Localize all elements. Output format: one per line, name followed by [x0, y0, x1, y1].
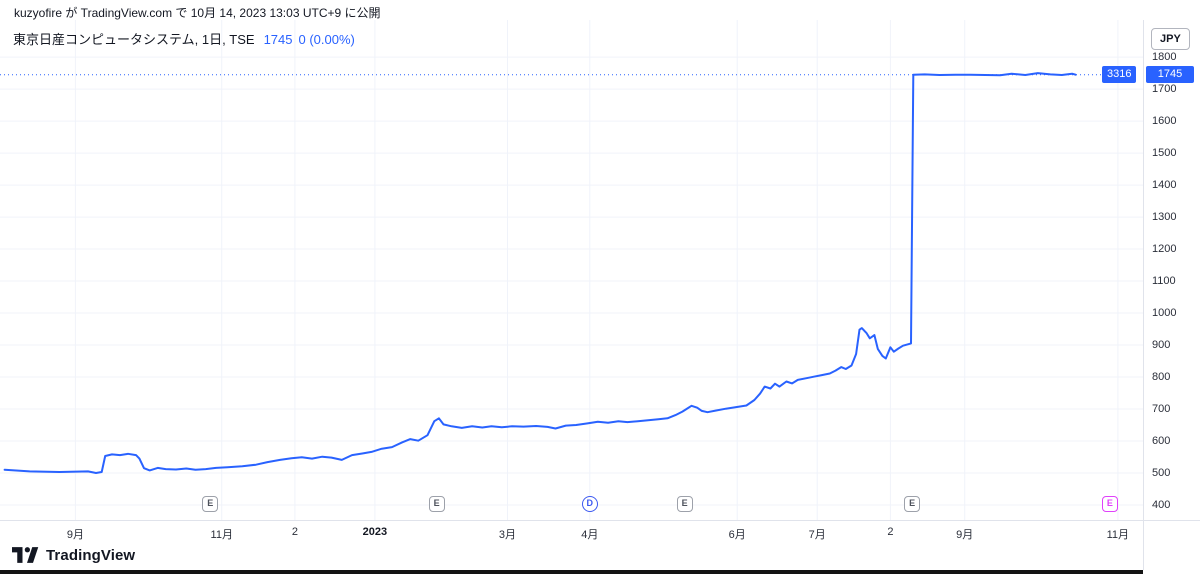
time-tick-label: 7月 — [808, 529, 826, 541]
price-axis[interactable]: JPY 1745 400 500 600 700 800 900 1000 1100 1200 1… — [1143, 0, 1200, 574]
tradingview-footer[interactable]: TradingView — [12, 545, 135, 565]
price-tick-label: 1400 — [1152, 179, 1177, 192]
price-tick-label: 1700 — [1152, 83, 1177, 96]
last-price-value: 1745 — [263, 32, 293, 47]
time-tick-label: 9月 — [956, 529, 974, 541]
price-series-line — [3, 72, 1077, 474]
bottom-border-bar — [0, 570, 1143, 574]
price-tick-label: 800 — [1152, 371, 1171, 383]
countdown-badge: 3316 — [1102, 65, 1137, 83]
time-axis-separator — [0, 520, 1200, 521]
price-change-value: 0 (0.00%) — [298, 32, 355, 47]
earnings-marker[interactable]: E — [904, 496, 921, 512]
price-tick-label: 1000 — [1152, 307, 1177, 320]
time-tick-label: 9月 — [66, 529, 84, 541]
price-tick-label: 700 — [1152, 402, 1171, 415]
time-tick-label: 6月 — [728, 529, 746, 541]
time-tick-label: 3月 — [498, 529, 517, 541]
publication-header: kuzyofire が TradingView.com で 10月 14, 20… — [14, 6, 381, 20]
price-tick-label: 400 — [1152, 498, 1171, 511]
time-axis[interactable]: 9月 11月 2 2023 3月 4月 6月 7月 2 9月 11月 — [0, 521, 1143, 545]
price-chart-plot[interactable] — [0, 20, 1143, 520]
price-tick-label: 1100 — [1152, 275, 1176, 288]
time-tick-label: 2023 — [362, 526, 388, 538]
earnings-marker[interactable]: E — [428, 496, 445, 512]
time-tick-label: 4月 — [581, 529, 599, 541]
price-tick-label: 1800 — [1152, 51, 1177, 64]
price-tick-label: 600 — [1152, 434, 1171, 447]
price-tick-label: 1600 — [1152, 115, 1177, 128]
time-tick-label: 2 — [291, 526, 298, 538]
price-tick-label: 1300 — [1152, 211, 1177, 224]
last-price-badge: 1745 — [1146, 65, 1194, 83]
price-tick-label: 500 — [1152, 466, 1171, 479]
price-tick-label: 900 — [1152, 339, 1171, 352]
symbol-title: 東京日産コンピュータシステム, 1日, TSE — [13, 32, 255, 47]
earnings-marker[interactable]: E — [676, 496, 693, 512]
price-tick-label: 1200 — [1152, 243, 1177, 256]
time-tick-label: 11月 — [210, 529, 233, 541]
time-tick-label: 2 — [887, 526, 894, 538]
upcoming-earnings-marker[interactable]: E — [1101, 496, 1118, 512]
dividend-marker[interactable]: D — [581, 496, 598, 512]
time-tick-label: 11月 — [1106, 529, 1130, 541]
currency-button[interactable]: JPY — [1151, 28, 1190, 50]
price-axis-separator — [1143, 20, 1144, 570]
tradingview-logo-text: TradingView — [46, 546, 136, 564]
earnings-marker[interactable]: E — [202, 496, 219, 512]
price-tick-label: 1500 — [1152, 147, 1177, 160]
chart-legend[interactable]: 東京日産コンピュータシステム, 1日, TSE 1745 0 (0.00%) — [13, 29, 355, 48]
tradingview-logo-icon — [12, 547, 39, 563]
